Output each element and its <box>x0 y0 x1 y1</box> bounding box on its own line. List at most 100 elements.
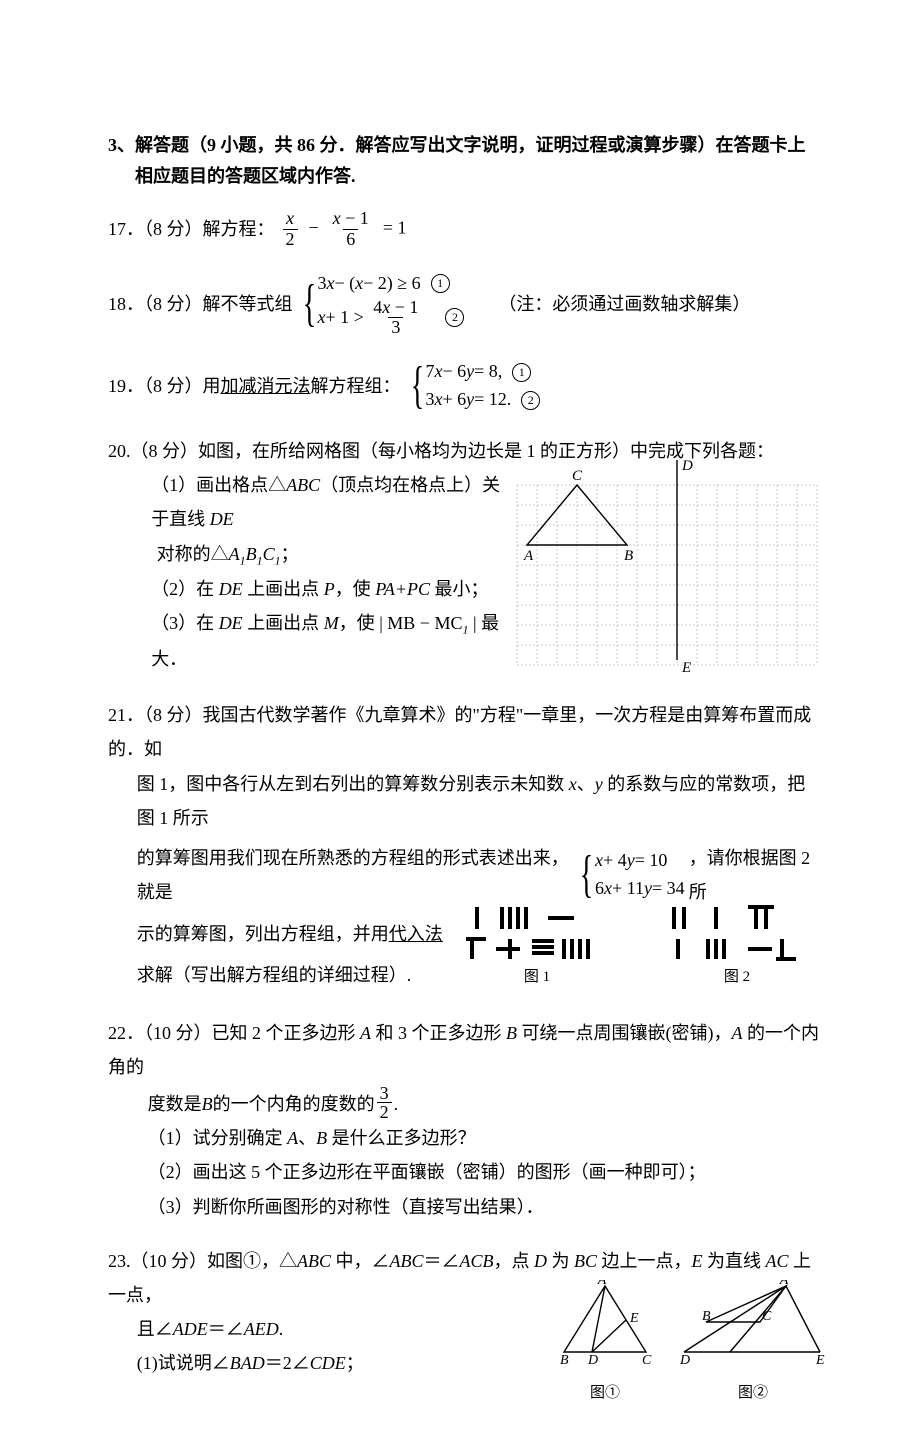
t: y <box>595 774 603 794</box>
p18-label: 18．（8 分）解不等式组 <box>108 287 293 321</box>
t: DE <box>210 509 234 529</box>
brace-icon-3: { <box>580 853 594 897</box>
cap2: 图② <box>678 1379 828 1408</box>
t: DE <box>219 579 243 599</box>
p17-label: 17．（8 分）解方程： <box>108 212 275 246</box>
t: ，请你根据图 2 所 <box>689 841 822 909</box>
svg-text:D: D <box>679 1353 690 1366</box>
svg-text:C: C <box>762 1309 772 1324</box>
t: 的一个内角的度数的 <box>213 1087 375 1121</box>
t: 22．（10 分）已知 2 个正多边形 <box>108 1023 360 1043</box>
cap2: 图 2 <box>662 963 812 992</box>
t: 最小； <box>430 579 489 599</box>
t: B <box>202 1087 213 1121</box>
t: 图 1，图中各行从左到右列出的算筹数分别表示未知数 <box>137 774 569 794</box>
t: 代入法 <box>389 924 443 944</box>
t: E <box>692 1251 703 1271</box>
problem-20: 20.（8 分）如图，在所给网格图（每小格均为边长是 1 的正方形）中完成下列各… <box>108 434 822 678</box>
svg-text:C: C <box>572 468 583 484</box>
t: ＝∠ <box>208 1319 244 1339</box>
t: 上画出点 <box>243 579 324 599</box>
t: PA+PC <box>375 579 430 599</box>
t: （2）画出这 5 个正多边形在平面镶嵌（密铺）的图形（画一种即可）； <box>108 1155 822 1189</box>
t: ，使 <box>335 579 376 599</box>
problem-19: 19．（8 分）用加减消元法解方程组： { 7x − 6y = 8,1 3x +… <box>108 358 822 414</box>
t: B <box>316 1128 327 1148</box>
t: BC <box>574 1251 597 1271</box>
t: 是什么正多边形？ <box>327 1128 476 1148</box>
suanchou-fig-1: 图 1 <box>462 903 612 992</box>
svg-text:E: E <box>815 1353 825 1366</box>
cap1: 图① <box>550 1379 660 1408</box>
svg-text:B: B <box>624 548 633 564</box>
t: AC <box>766 1251 789 1271</box>
t: CDE <box>310 1353 346 1373</box>
t: （3）在 <box>151 613 219 633</box>
t: 对称的△ <box>157 544 229 564</box>
t: ABC <box>297 1251 331 1271</box>
p19-post: 解方程组： <box>311 369 401 403</box>
problem-23: 23.（10 分）如图①，△ABC 中，∠ABC＝∠ACB，点 D 为 BC 边… <box>108 1244 822 1394</box>
t: . <box>279 1319 284 1339</box>
t: ACB <box>460 1251 494 1271</box>
svg-text:D: D <box>587 1353 598 1366</box>
t: ； <box>346 1353 364 1373</box>
t: ＝2∠ <box>265 1353 310 1373</box>
p18-note: （注：必须通过画数轴求解集） <box>498 287 750 321</box>
t: 中，∠ <box>331 1251 390 1271</box>
t: A <box>360 1023 371 1043</box>
t: M <box>324 613 339 633</box>
grid-figure: A B C D E <box>512 460 822 678</box>
problem-22: 22．（10 分）已知 2 个正多边形 A 和 3 个正多边形 B 可绕一点周围… <box>108 1016 822 1224</box>
t: 21．（8 分）我国古代数学著作《九章算术》的"方程"一章里，一次方程是由算筹布… <box>108 705 811 759</box>
svg-text:B: B <box>560 1353 569 1366</box>
t: 上画出点 <box>243 613 324 633</box>
t: 为直线 <box>703 1251 766 1271</box>
svg-text:A: A <box>523 548 534 564</box>
t: 的算筹图用我们现在所熟悉的方程组的形式表述出来，就是 <box>137 841 570 909</box>
t: 边上一点， <box>597 1251 692 1271</box>
t: AED <box>244 1319 279 1339</box>
t: （3）判断你所画图形的对称性（直接写出结果）． <box>108 1190 822 1224</box>
t: A <box>732 1023 743 1043</box>
svg-text:D: D <box>681 460 693 474</box>
problem-18: 18．（8 分）解不等式组 { 3x − (x − 2) ≥ 61 x + 1 … <box>108 270 822 338</box>
svg-text:E: E <box>681 660 691 676</box>
suanchou-fig-2: 图 2 <box>662 903 812 992</box>
section-header: 3、解答题（9 小题，共 86 分．解答应写出文字说明，证明过程或演算步骤）在答… <box>108 130 822 191</box>
t: （1）画出格点△ <box>151 475 286 495</box>
t: P <box>324 579 335 599</box>
t: (1)试说明∠ <box>137 1353 230 1373</box>
t: 为 <box>547 1251 574 1271</box>
svg-text:C: C <box>642 1353 652 1366</box>
t: A <box>287 1128 298 1148</box>
t: 且∠ <box>137 1319 173 1339</box>
t: D <box>534 1251 547 1271</box>
t: （1）试分别确定 <box>148 1128 288 1148</box>
problem-17: 17．（8 分）解方程： x2 − x − 16 = 1 <box>108 209 822 250</box>
svg-text:A: A <box>779 1280 789 1288</box>
t: 23.（10 分）如图①，△ <box>108 1251 297 1271</box>
problem-21: 21．（8 分）我国古代数学著作《九章算术》的"方程"一章里，一次方程是由算筹布… <box>108 698 822 996</box>
t: ，使 <box>339 613 380 633</box>
t: 和 3 个正多边形 <box>371 1023 506 1043</box>
t: ，点 <box>494 1251 535 1271</box>
p19-pre: 19．（8 分）用 <box>108 369 221 403</box>
t: ADE <box>173 1319 208 1339</box>
brace-icon-2: { <box>410 364 424 408</box>
t: ABC <box>390 1251 424 1271</box>
t: 示的算筹图，列出方程组，并用 <box>137 924 389 944</box>
t: 求解（写出解方程组的详细过程）. <box>137 958 462 992</box>
circ-1b: 1 <box>512 363 531 382</box>
triangle-fig-1: A B D C E 图① <box>550 1280 660 1408</box>
t: x <box>569 774 577 794</box>
t: ＝∠ <box>424 1251 460 1271</box>
svg-text:B: B <box>702 1309 711 1324</box>
circ-2: 2 <box>445 308 464 327</box>
t: （2）在 <box>151 579 219 599</box>
p19-u: 加减消元法 <box>221 369 311 403</box>
circ-1: 1 <box>431 274 450 293</box>
t: 、 <box>298 1128 316 1148</box>
t: BAD <box>230 1353 265 1373</box>
svg-text:E: E <box>629 1311 639 1326</box>
